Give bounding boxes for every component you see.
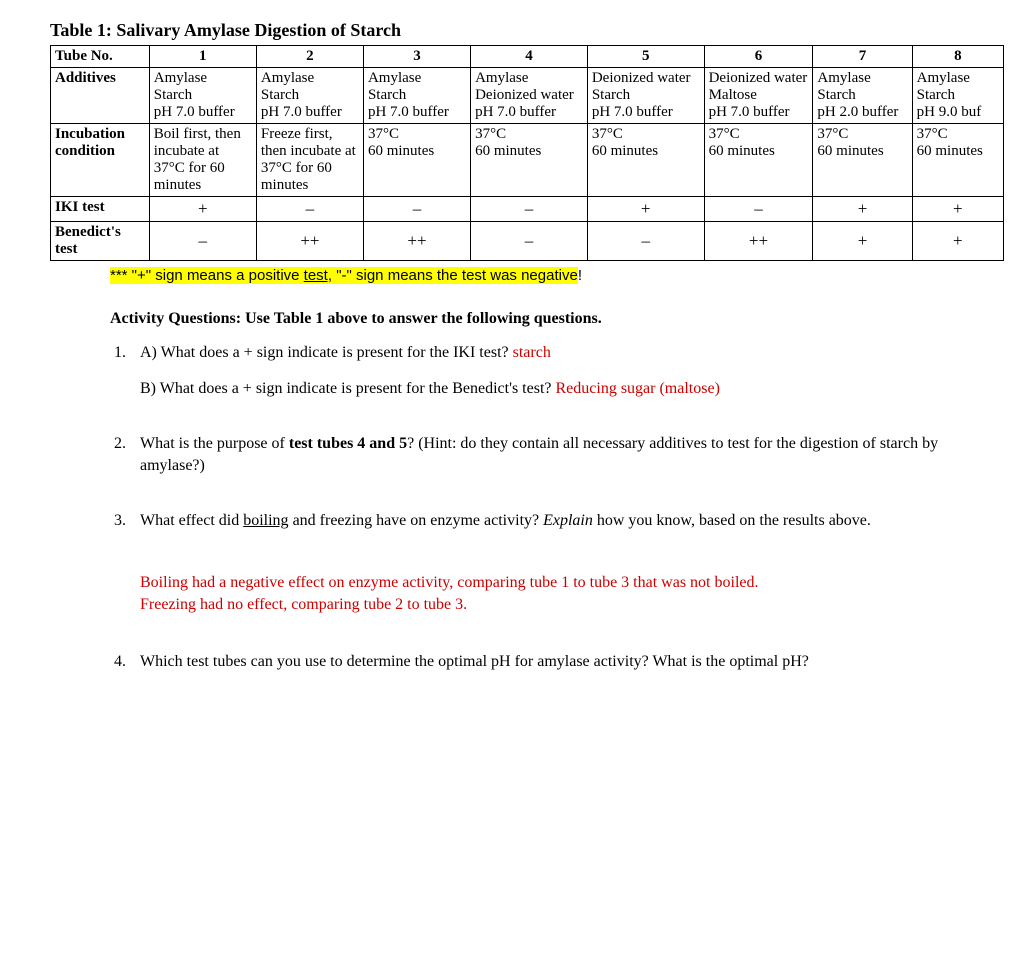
header-label: Tube No. (51, 46, 150, 68)
header-row: Tube No. 1 2 3 4 5 6 7 8 (51, 46, 1004, 68)
note-mid: "-" sign means the test was negative (332, 267, 578, 284)
table-cell: 37°C 60 minutes (813, 124, 912, 197)
additives-label: Additives (51, 68, 150, 124)
tube-8: 8 (912, 46, 1003, 68)
tube-3: 3 (363, 46, 470, 68)
table-cell: + (149, 197, 256, 222)
incubation-row: Incubation condition Boil first, then in… (51, 124, 1004, 197)
q1a-text: A) What does a + sign indicate is presen… (140, 344, 513, 361)
table-cell: + (587, 197, 704, 222)
table-cell: – (587, 222, 704, 261)
q3-post: how you know, based on the results above… (593, 512, 871, 529)
q2-pre: What is the purpose of (140, 435, 289, 452)
additives-row: Additives Amylase Starch pH 7.0 buffer A… (51, 68, 1004, 124)
tube-6: 6 (704, 46, 813, 68)
table-cell: + (813, 222, 912, 261)
note-bang: ! (578, 267, 582, 284)
table-cell: Amylase Starch pH 7.0 buffer (256, 68, 363, 124)
tube-1: 1 (149, 46, 256, 68)
table-cell: ++ (363, 222, 470, 261)
q1a-answer: starch (513, 344, 551, 361)
iki-row: IKI test + – – – + – + + (51, 197, 1004, 222)
table-cell: Amylase Starch pH 7.0 buffer (363, 68, 470, 124)
table-cell: Deionized water Maltose pH 7.0 buffer (704, 68, 813, 124)
table-cell: Deionized water Starch pH 7.0 buffer (587, 68, 704, 124)
table-cell: Freeze first, then incubate at 37°C for … (256, 124, 363, 197)
table-cell: + (912, 197, 1003, 222)
table-cell: Amylase Deionized water pH 7.0 buffer (471, 68, 588, 124)
table-title: Table 1: Salivary Amylase Digestion of S… (50, 20, 1004, 41)
question-4: Which test tubes can you use to determin… (130, 651, 964, 673)
legend-note: *** "+" sign means a positive test, "-" … (110, 267, 1004, 284)
table-cell: – (471, 222, 588, 261)
table-cell: – (363, 197, 470, 222)
table-cell: 37°C 60 minutes (471, 124, 588, 197)
table-cell: – (704, 197, 813, 222)
table-cell: Boil first, then incubate at 37°C for 60… (149, 124, 256, 197)
table-cell: – (256, 197, 363, 222)
question-3: What effect did boiling and freezing hav… (130, 510, 964, 616)
table-cell: Amylase Starch pH 9.0 buf (912, 68, 1003, 124)
table-cell: ++ (704, 222, 813, 261)
question-2: What is the purpose of test tubes 4 and … (130, 433, 964, 476)
q3-ans-line2: Freezing had no effect, comparing tube 2… (140, 594, 964, 616)
q2-bold: test tubes 4 and 5 (289, 435, 407, 452)
table-cell: – (149, 222, 256, 261)
tube-5: 5 (587, 46, 704, 68)
iki-label: IKI test (51, 197, 150, 222)
q3-answer: Boiling had a negative effect on enzyme … (140, 572, 964, 617)
table-cell: + (813, 197, 912, 222)
table-cell: + (912, 222, 1003, 261)
table-cell: – (471, 197, 588, 222)
question-1: A) What does a + sign indicate is presen… (130, 342, 964, 399)
incubation-label: Incubation condition (51, 124, 150, 197)
note-prefix: *** "+" sign means a positive (110, 267, 304, 284)
tube-7: 7 (813, 46, 912, 68)
q4-text: Which test tubes can you use to determin… (140, 653, 809, 670)
benedict-row: Benedict's test – ++ ++ – – ++ + + (51, 222, 1004, 261)
table-cell: 37°C 60 minutes (704, 124, 813, 197)
question-list: A) What does a + sign indicate is presen… (130, 342, 964, 672)
table-cell: ++ (256, 222, 363, 261)
q3-underlined: boiling (243, 512, 288, 529)
tube-4: 4 (471, 46, 588, 68)
q3-italic: Explain (543, 512, 593, 529)
q1b-text: B) What does a + sign indicate is presen… (140, 380, 556, 397)
section-heading: Activity Questions: Use Table 1 above to… (110, 310, 1004, 328)
table-cell: 37°C 60 minutes (912, 124, 1003, 197)
table-cell: Amylase Starch pH 2.0 buffer (813, 68, 912, 124)
q3-mid: and freezing have on enzyme activity? (289, 512, 544, 529)
q3-pre: What effect did (140, 512, 243, 529)
q1b-answer: Reducing sugar (maltose) (556, 380, 720, 397)
table-cell: 37°C 60 minutes (363, 124, 470, 197)
benedict-label: Benedict's test (51, 222, 150, 261)
q3-ans-line1: Boiling had a negative effect on enzyme … (140, 572, 964, 594)
data-table: Tube No. 1 2 3 4 5 6 7 8 Additives Amyla… (50, 45, 1004, 261)
table-cell: 37°C 60 minutes (587, 124, 704, 197)
table-cell: Amylase Starch pH 7.0 buffer (149, 68, 256, 124)
note-underlined: test, (304, 267, 332, 284)
tube-2: 2 (256, 46, 363, 68)
